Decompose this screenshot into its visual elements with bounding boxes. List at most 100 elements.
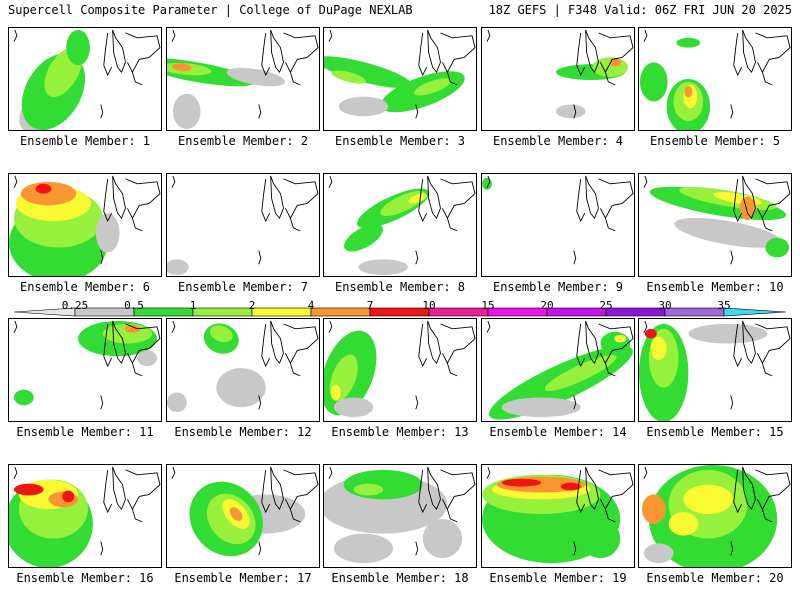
scp-contour [62, 490, 75, 503]
ensemble-map [641, 465, 791, 567]
coastline [125, 178, 161, 220]
coastline [742, 466, 756, 511]
coastline [328, 175, 333, 188]
scp-contour [331, 70, 366, 84]
colorbar-tick-label: 30 [658, 299, 672, 312]
coastline [733, 469, 743, 514]
member-label: Ensemble Member: 9 [492, 280, 624, 294]
colorbar-tick-label: 7 [366, 299, 374, 312]
coastline [270, 466, 284, 511]
scp-contour [216, 368, 266, 408]
coastline [289, 72, 301, 86]
ensemble-panel-4 [481, 27, 635, 131]
member-label: Ensemble Member: 11 [16, 425, 154, 439]
coastline [585, 466, 599, 511]
member-label: Ensemble Member: 20 [646, 571, 784, 585]
scp-contour [688, 323, 768, 344]
coastline [576, 469, 586, 514]
coastline [418, 469, 428, 514]
coastline [100, 104, 104, 119]
ensemble-map [324, 320, 476, 418]
coastline [289, 218, 301, 232]
scp-contour [333, 397, 374, 418]
scp-contour [580, 518, 621, 559]
coastline [131, 363, 143, 377]
coastline [585, 175, 599, 220]
coastline [742, 29, 756, 74]
coastline [171, 29, 176, 42]
scp-contour [333, 533, 394, 564]
member-label: Ensemble Member: 15 [646, 425, 784, 439]
coastline [486, 320, 491, 333]
coastline [258, 395, 262, 410]
member-label: Ensemble Member: 5 [649, 134, 781, 148]
colorbar-segment [664, 307, 725, 317]
coastline [440, 178, 476, 220]
coastline [730, 104, 734, 119]
scp-contour [13, 389, 34, 406]
coastline [598, 469, 634, 511]
ensemble-panel-7 [166, 173, 320, 277]
coastline [585, 320, 599, 365]
coastline [258, 541, 262, 556]
coastline [415, 104, 419, 119]
scp-contour [338, 96, 389, 117]
ensemble-panel-1 [8, 27, 162, 131]
ensemble-map [324, 466, 476, 564]
member-label: Ensemble Member: 4 [492, 134, 624, 148]
scp-contour [556, 104, 586, 119]
coastline [761, 218, 773, 232]
ensemble-panel-15 [638, 318, 792, 422]
colorbar-tick-label: 25 [599, 299, 613, 312]
scp-contour [668, 512, 699, 536]
coastline [283, 469, 319, 511]
scp-contour [66, 29, 90, 66]
colorbar-segment [192, 307, 253, 317]
coastline [112, 466, 126, 511]
scp-contour [544, 354, 617, 391]
colorbar-tick-label: 15 [481, 299, 495, 312]
scp-contour [739, 196, 756, 221]
scp-contour [674, 217, 782, 248]
coastline [125, 469, 161, 511]
scp-contour [650, 336, 667, 361]
coastline [418, 32, 428, 77]
member-label: Ensemble Member: 8 [334, 280, 466, 294]
coastline [418, 323, 428, 368]
scp-contour [13, 483, 44, 496]
coastline [125, 323, 161, 365]
coastline [730, 250, 734, 265]
ensemble-panel-16 [8, 464, 162, 568]
coastline [270, 29, 284, 74]
coastline [328, 466, 333, 479]
ensemble-panel-10 [638, 173, 792, 277]
ensemble-panel-13 [323, 318, 477, 422]
ensemble-panel-14 [481, 318, 635, 422]
scp-contour [124, 324, 141, 333]
ensemble-panel-20 [638, 464, 792, 568]
coastline [261, 32, 271, 77]
scp-contour [482, 177, 492, 190]
ensemble-map [167, 29, 319, 130]
scp-contour [358, 259, 408, 276]
coastline [755, 323, 791, 365]
scp-contour [422, 518, 463, 559]
coastline [486, 175, 491, 188]
coastline [112, 320, 126, 365]
member-label: Ensemble Member: 18 [331, 571, 469, 585]
coastline [328, 29, 333, 42]
scp-contour [343, 469, 423, 500]
coastline [755, 469, 791, 511]
coastline [755, 32, 791, 74]
coastline [171, 466, 176, 479]
colorbar-tick-label: 20 [540, 299, 554, 312]
coastline [415, 250, 419, 265]
coastline [418, 178, 428, 223]
coastline [13, 29, 18, 42]
colorbar-segment [310, 307, 371, 317]
ensemble-map [171, 466, 319, 557]
colorbar-segment [428, 307, 489, 317]
scp-contour [226, 67, 286, 87]
colorbar-tick-label: 35 [717, 299, 731, 312]
coastline [100, 395, 104, 410]
